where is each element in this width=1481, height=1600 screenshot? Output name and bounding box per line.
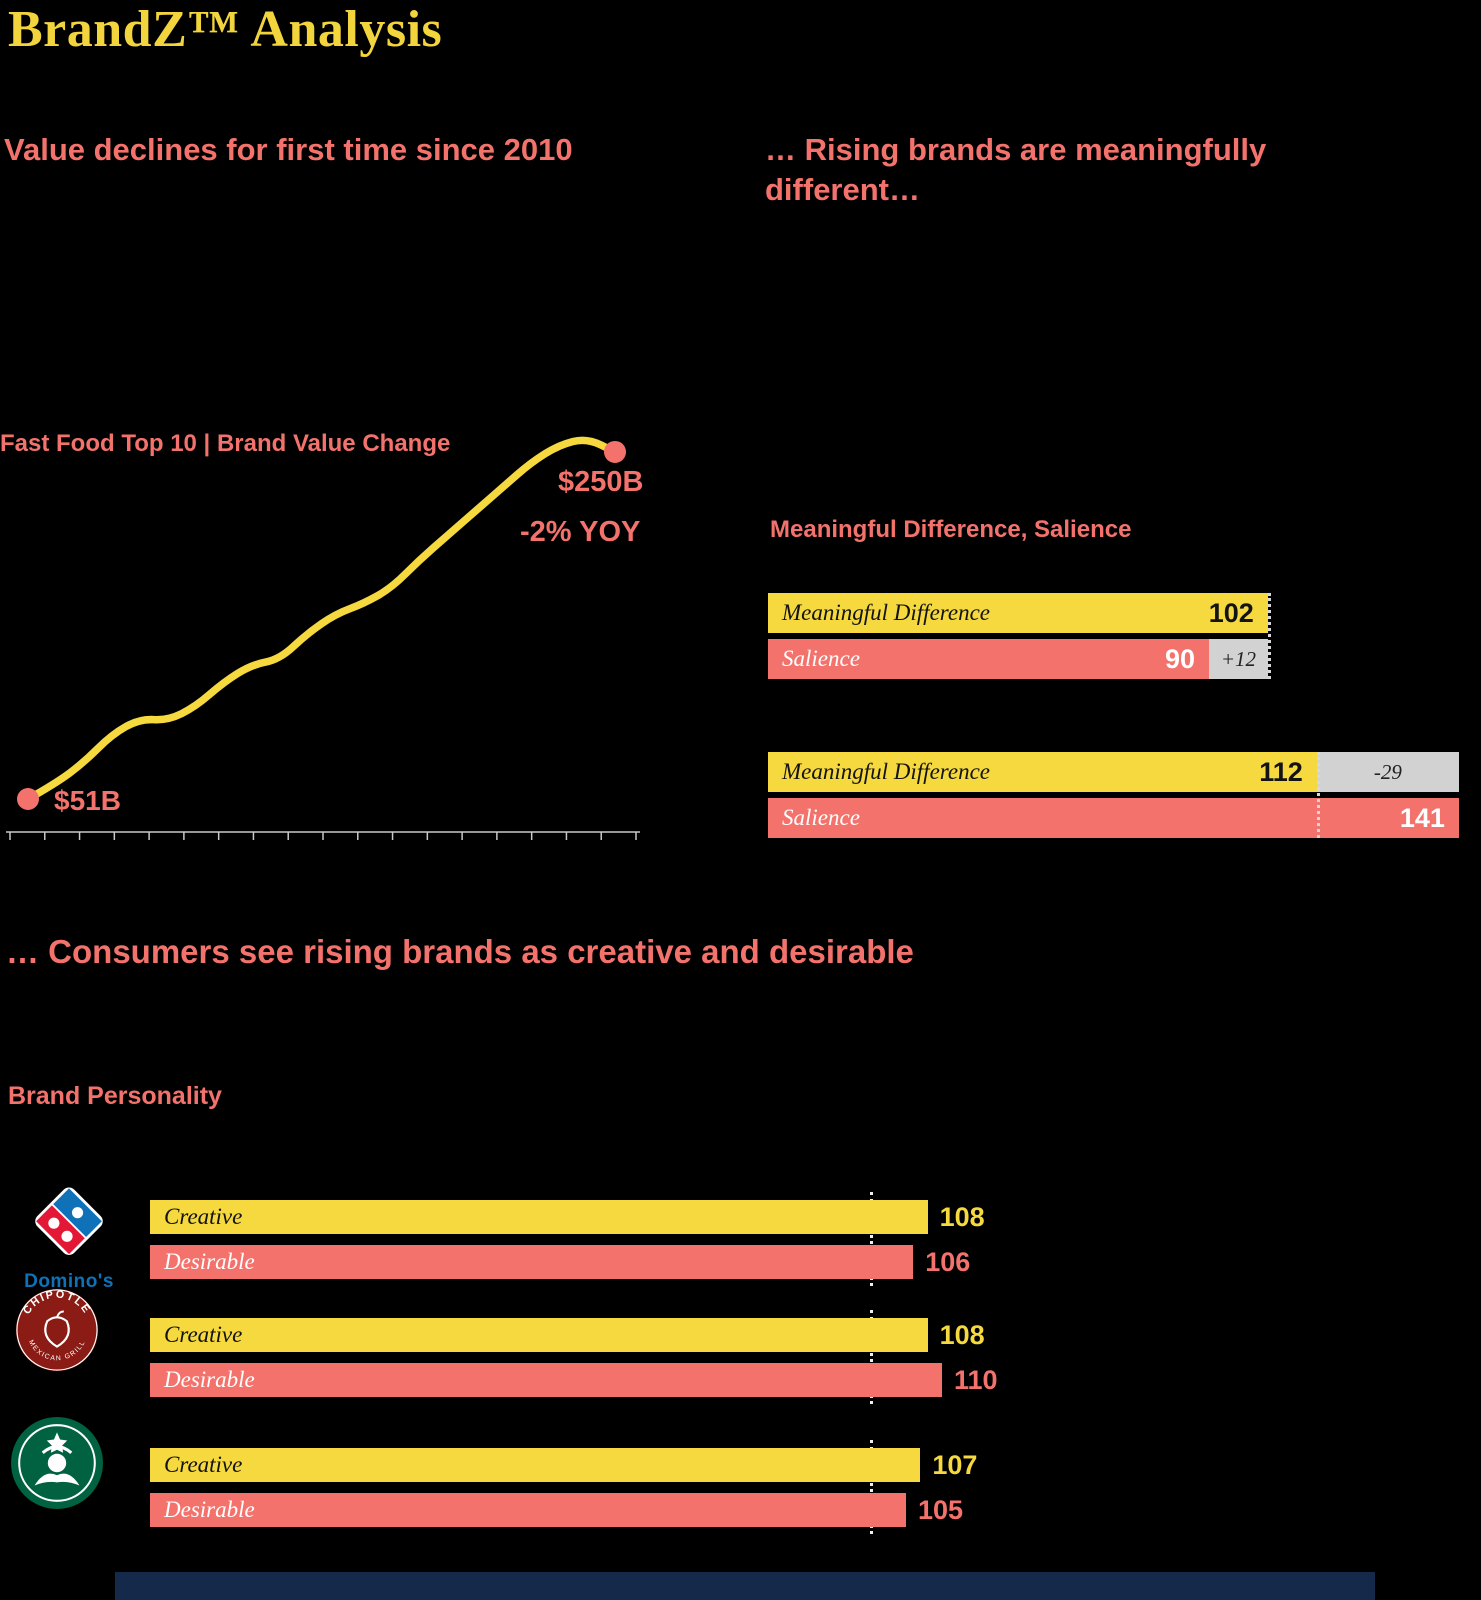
heading-value-declines: Value declines for first time since 2010 — [4, 132, 573, 167]
bar-label: Creative — [164, 1204, 243, 1229]
bar-value: 105 — [918, 1494, 964, 1525]
bar-meaningful-difference-group1: Meaningful Difference 102 — [768, 593, 1268, 633]
starbucks-logo — [10, 1416, 104, 1515]
dominos-wordmark: Domino's — [24, 1271, 114, 1292]
bar-value: 141 — [1399, 802, 1445, 833]
dominos-logo: Domino's — [10, 1184, 128, 1293]
bar-label: Desirable — [164, 1249, 255, 1274]
chipotle-pepper-icon — [44, 1316, 70, 1348]
bar-value: 106 — [925, 1246, 971, 1277]
bar-value: 112 — [1259, 756, 1303, 787]
bar-label: Desirable — [164, 1497, 255, 1522]
bar-row-chipotle-creative: Creative 108 — [150, 1318, 985, 1352]
page-title: BrandZ™ Analysis — [8, 1, 443, 58]
bar-value: 107 — [932, 1449, 978, 1480]
line-chart-title: Fast Food Top 10 | Brand Value Change — [0, 430, 451, 457]
line-chart-yoy-annotation: -2% YOY — [520, 516, 641, 548]
chipotle-medallion-icon: CHIPOTLE MEXICAN GRILL — [15, 1288, 99, 1372]
chipotle-logo: CHIPOTLE MEXICAN GRILL — [14, 1288, 100, 1377]
bar-label: Meaningful Difference — [782, 759, 990, 784]
md-salience-bar-chart: Meaningful Difference, Salience Meaningf… — [768, 510, 1481, 850]
desirable-bar: Desirable — [150, 1493, 906, 1527]
desirable-bar: Desirable — [150, 1245, 914, 1279]
bar-value: 108 — [939, 1319, 985, 1350]
brand-personality-title: Brand Personality — [8, 1082, 222, 1110]
starbucks-siren-icon — [11, 1417, 103, 1509]
bar-label: Creative — [164, 1452, 243, 1477]
bar-label: Salience — [782, 805, 860, 830]
delta-chip-group2: -29 — [1316, 752, 1459, 792]
reference-line-100-chipotle — [870, 1310, 873, 1404]
bar-row-starbucks-creative: Creative 107 — [150, 1448, 977, 1482]
md-salience-title: Meaningful Difference, Salience — [770, 516, 1132, 543]
brand-personality-chart: Creative 108 Desirable 106 Creative 108 … — [150, 1188, 1070, 1543]
bar-value: 110 — [954, 1364, 998, 1395]
dashed-divider-group1 — [1267, 593, 1271, 679]
dashed-divider-group2 — [1316, 752, 1320, 838]
bar-value: 90 — [1164, 643, 1195, 674]
reference-line-100-starbucks — [870, 1440, 873, 1534]
heading-consumers-creative: … Consumers see rising brands as creativ… — [6, 933, 914, 970]
bar-salience-group1: Salience 90 — [768, 639, 1209, 679]
heading-rising-brands: … Rising brands are meaningfully differe… — [765, 132, 1267, 208]
bar-salience-group2: Salience 141 — [768, 798, 1459, 838]
delta-chip-group1: +12 — [1209, 639, 1268, 679]
creative-bar: Creative — [150, 1448, 921, 1482]
creative-bar: Creative — [150, 1200, 928, 1234]
bar-row-chipotle-desirable: Desirable 110 — [150, 1363, 998, 1397]
bar-meaningful-difference-group2: Meaningful Difference 112 — [768, 752, 1317, 792]
bar-row-dominos-creative: Creative 108 — [150, 1200, 985, 1234]
bar-label: Meaningful Difference — [782, 600, 990, 625]
footer-strip — [115, 1572, 1375, 1600]
reference-line-100-dominos — [870, 1192, 873, 1286]
bar-label: Creative — [164, 1322, 243, 1347]
bar-label: Desirable — [164, 1367, 255, 1392]
bar-value: 102 — [1208, 597, 1254, 628]
dominos-tile-icon — [35, 1187, 103, 1255]
bar-row-dominos-desirable: Desirable 106 — [150, 1245, 970, 1279]
brand-value-line-chart: Fast Food Top 10 | Brand Value Change $2… — [0, 418, 660, 850]
bar-value: 108 — [939, 1201, 985, 1232]
bar-label: Salience — [782, 646, 860, 671]
line-chart-start-value: $51B — [54, 785, 121, 816]
bar-row-starbucks-desirable: Desirable 105 — [150, 1493, 963, 1527]
line-chart-end-value: $250B — [558, 466, 644, 498]
desirable-bar: Desirable — [150, 1363, 942, 1397]
line-chart-canvas — [6, 436, 640, 840]
creative-bar: Creative — [150, 1318, 928, 1352]
